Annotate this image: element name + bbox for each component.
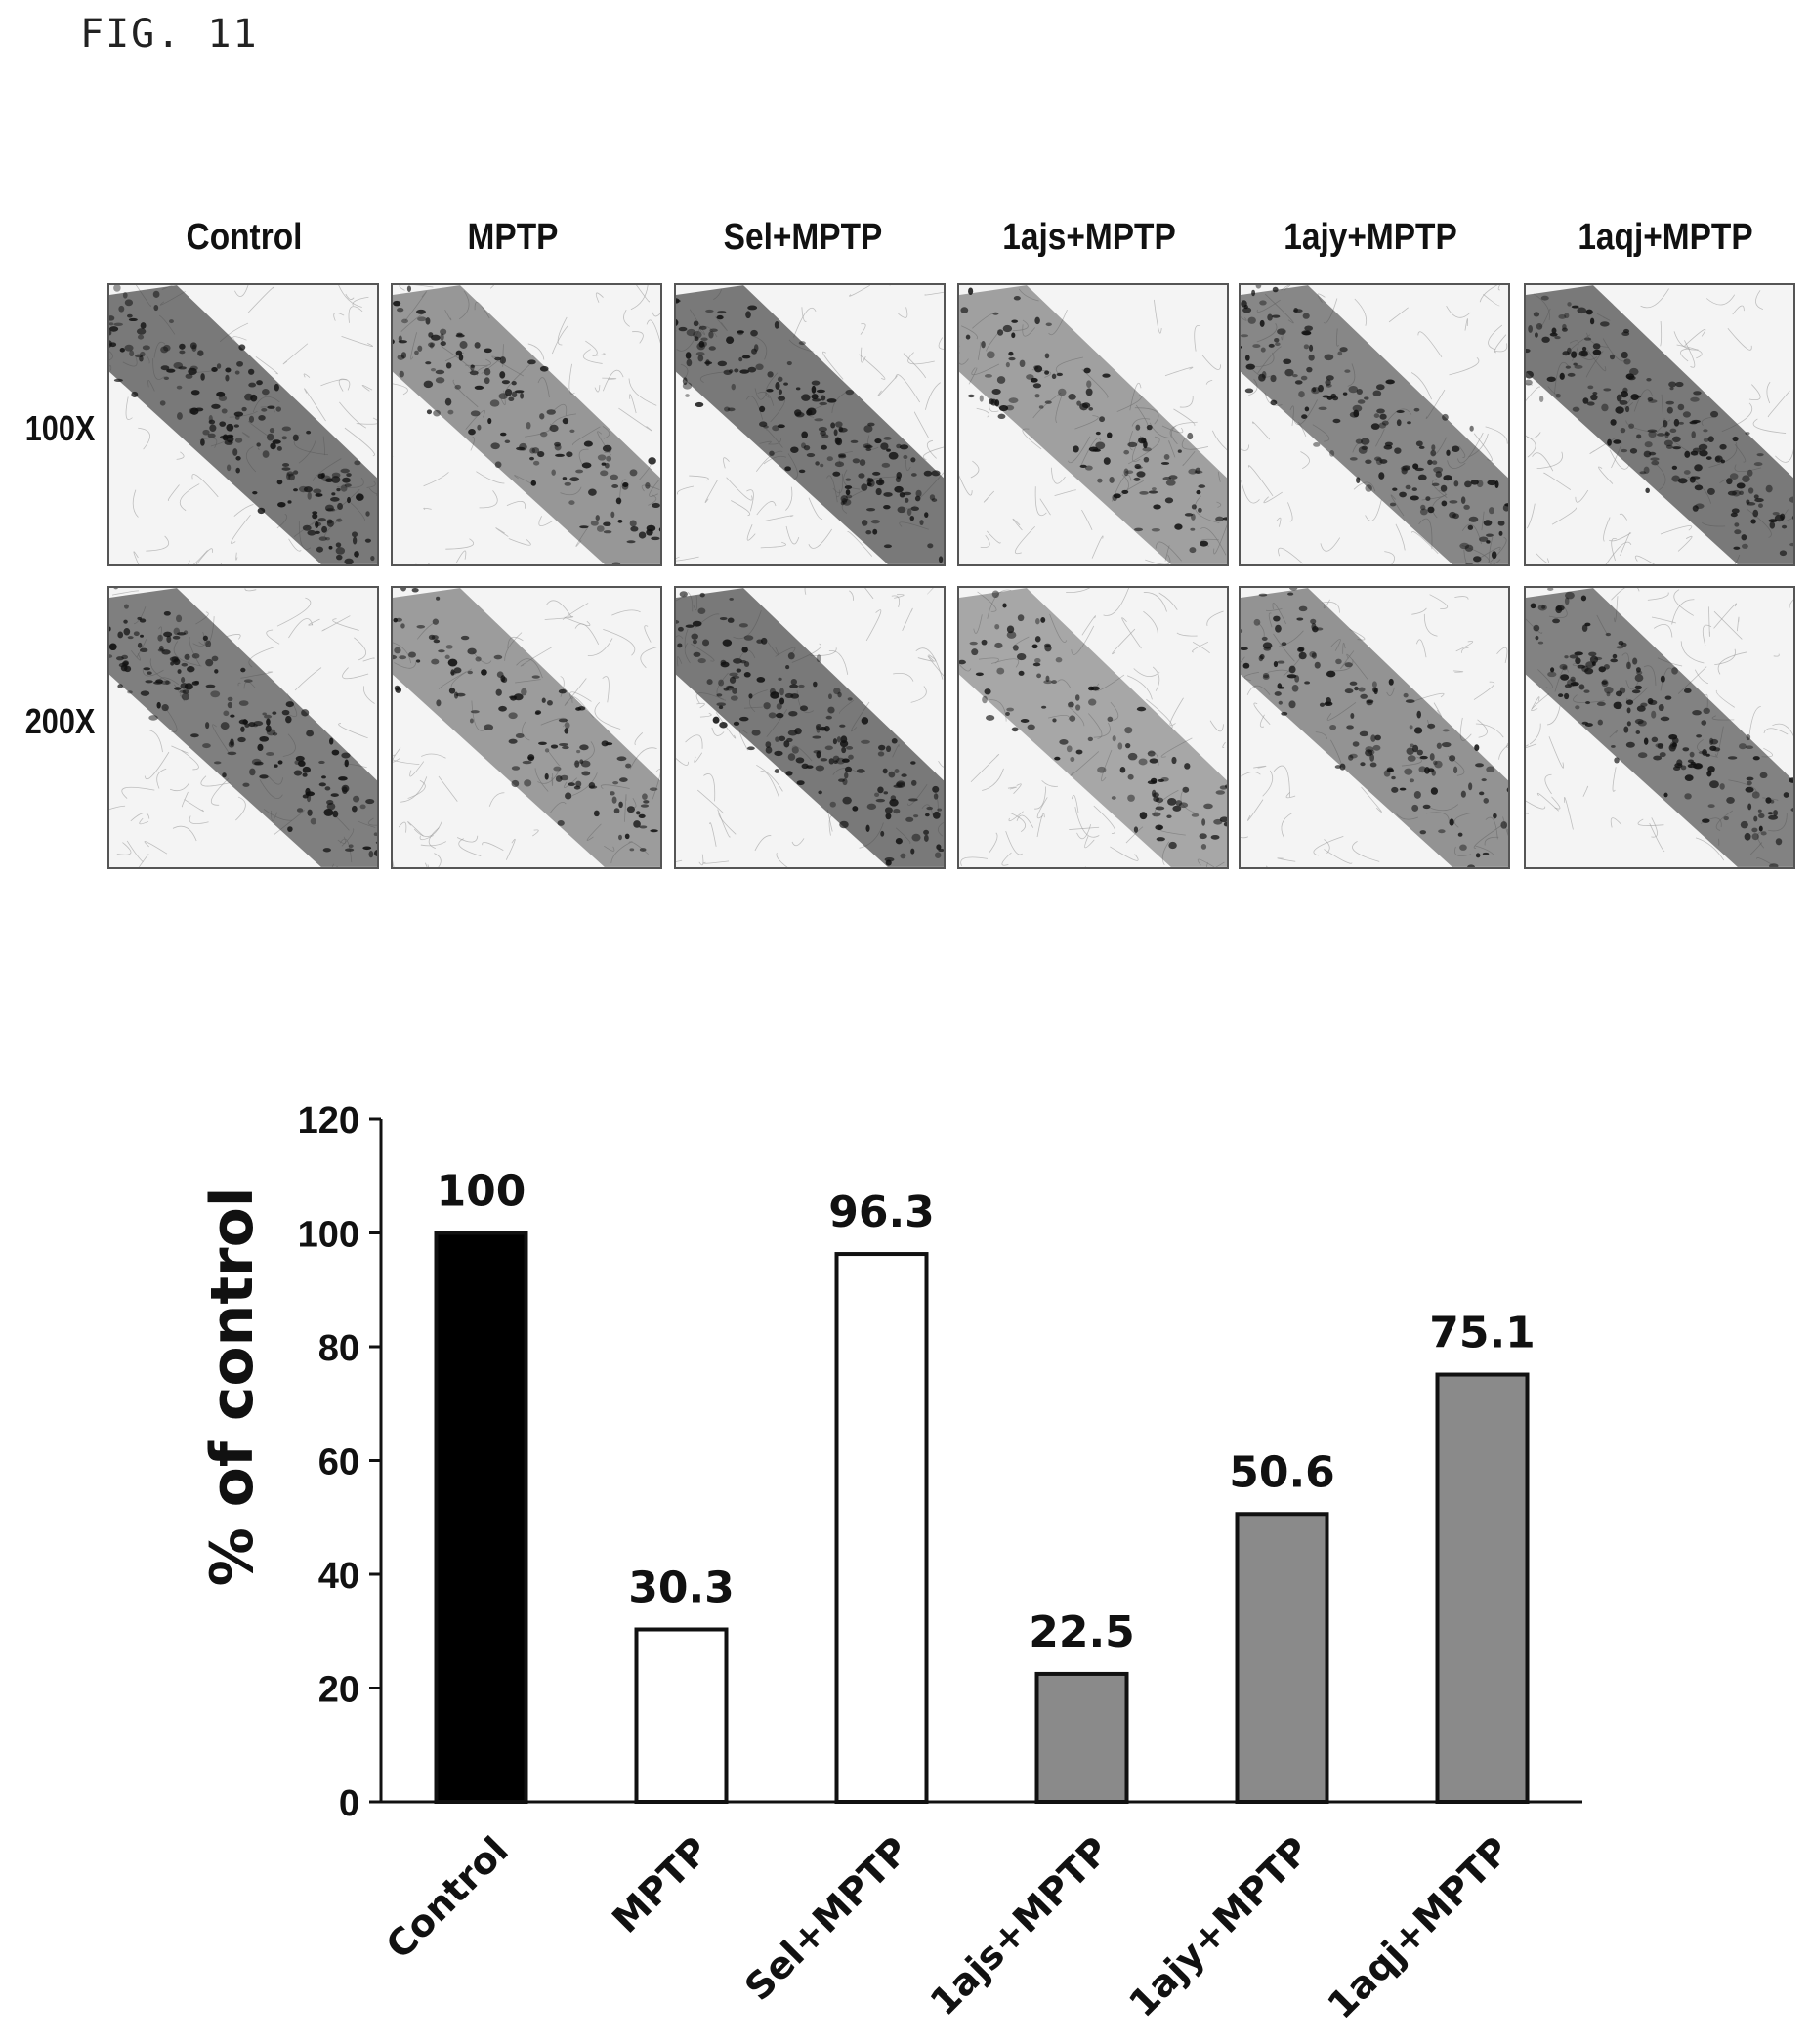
micrograph-200x-0 [107, 586, 379, 869]
y-tick-label: 40 [318, 1556, 359, 1597]
y-axis-label: % of control [198, 1188, 267, 1587]
y-tick-label: 60 [318, 1442, 359, 1483]
y-axis: 0 20 40 60 80 100 120 [298, 1101, 1582, 1824]
micrograph-100x-2 [674, 283, 946, 566]
bars [434, 1231, 1530, 1805]
micrograph-200x-4 [1239, 586, 1510, 869]
bar-value-label: 50.6 [1229, 1447, 1335, 1497]
bar-value-label: 100 [437, 1167, 526, 1217]
row-label-200x: 200X [24, 701, 96, 741]
col-label-1ajs-mptp: 1ajs+MPTP [1002, 217, 1176, 258]
x-tick-label: Sel+MPTP [737, 1828, 917, 2009]
bar-control [434, 1231, 528, 1804]
bar-value-labels: 100 30.3 96.3 22.5 50.6 75.1 [437, 1167, 1536, 1657]
bar-value-label: 22.5 [1029, 1607, 1135, 1657]
x-tick-label: 1ajs+MPTP [922, 1828, 1117, 2023]
micrograph-100x-5 [1524, 283, 1795, 566]
y-tick-label: 0 [339, 1783, 359, 1824]
x-tick-label: 1ajy+MPTP [1120, 1828, 1318, 2025]
x-tick-label: MPTP [604, 1828, 717, 1941]
bar-1aqj-mptp [1435, 1372, 1530, 1804]
micrograph-200x-3 [957, 586, 1229, 869]
micrograph-100x-0 [107, 283, 379, 566]
col-label-control: Control [186, 217, 303, 258]
x-tick-labels: Control MPTP Sel+MPTP 1ajs+MPTP 1ajy+MPTP 1aq… [378, 1828, 1518, 2026]
bar-mptp [634, 1627, 729, 1804]
x-tick-label: Control [378, 1828, 517, 1967]
y-tick-label: 120 [298, 1101, 359, 1142]
micrograph-100x-1 [391, 283, 662, 566]
bar-1ajs-mptp [1034, 1671, 1129, 1804]
bar-value-label: 30.3 [628, 1564, 735, 1613]
micrograph-200x-5 [1524, 586, 1795, 869]
col-label-1aqj-mptp: 1aqj+MPTP [1578, 217, 1753, 258]
y-tick-label: 80 [318, 1328, 359, 1369]
row-label-100x: 100X [24, 408, 96, 448]
micrograph-200x-2 [674, 586, 946, 869]
y-tick-label: 100 [298, 1215, 359, 1256]
col-label-mptp: MPTP [467, 217, 559, 258]
micrograph-200x-1 [391, 586, 662, 869]
micrograph-100x-3 [957, 283, 1229, 566]
bar-value-label: 96.3 [828, 1188, 935, 1237]
bar-value-label: 75.1 [1429, 1309, 1536, 1358]
bar-1ajy-mptp [1235, 1512, 1329, 1804]
figure-label: FIG. 11 [80, 12, 259, 57]
x-tick-label: 1aqj+MPTP [1320, 1828, 1518, 2026]
bar-sel-mptp [834, 1252, 929, 1805]
col-label-sel-mptp: Sel+MPTP [723, 217, 883, 258]
micrograph-100x-4 [1239, 283, 1510, 566]
y-tick-label: 20 [318, 1670, 359, 1711]
col-label-1ajy-mptp: 1ajy+MPTP [1284, 217, 1457, 258]
